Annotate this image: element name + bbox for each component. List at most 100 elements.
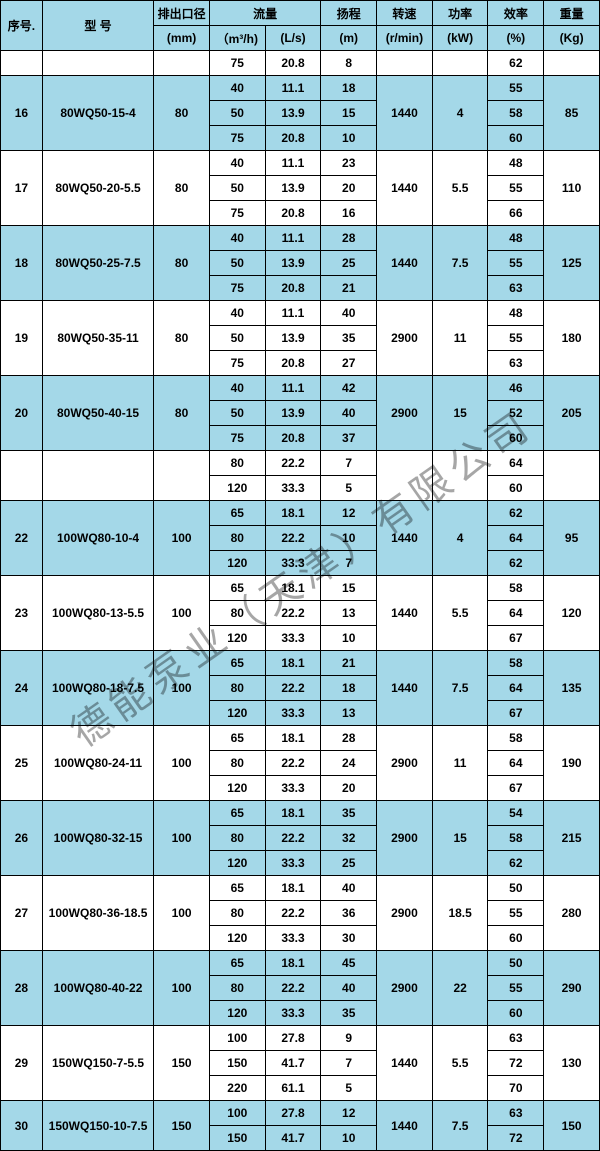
cell-data: 5 (321, 476, 377, 501)
cell-data: 120 (209, 851, 265, 876)
cell-speed: 1440 (377, 1101, 433, 1151)
cell-data: 40 (321, 976, 377, 1001)
cell-data: 18.1 (265, 951, 321, 976)
cell-data: 61.1 (265, 1076, 321, 1101)
cell-data: 42 (321, 376, 377, 401)
th-weight: 重量 (544, 1, 600, 26)
cell-eff: 60 (488, 476, 544, 501)
cell-data: 37 (321, 426, 377, 451)
cell-dia: 80 (154, 151, 210, 226)
cell-data: 13.9 (265, 251, 321, 276)
cell-data: 33.3 (265, 626, 321, 651)
th-power-unit: (kW) (432, 26, 488, 51)
cell-data: 22.2 (265, 451, 321, 476)
cell-model: 150WQ150-10-7.5 (42, 1101, 153, 1151)
cell-weight: 215 (544, 801, 600, 876)
cell-data: 16 (321, 201, 377, 226)
cell-weight: 125 (544, 226, 600, 301)
cell-model: 80WQ50-35-11 (42, 301, 153, 376)
cell-data: 22.2 (265, 676, 321, 701)
cell-data: 12 (321, 1101, 377, 1126)
cell-seq: 26 (1, 801, 43, 876)
th-head-unit: (m) (321, 26, 377, 51)
cell-data: 12 (321, 501, 377, 526)
cell-data: 22.2 (265, 976, 321, 1001)
cell-model: 80WQ50-20-5.5 (42, 151, 153, 226)
cell-data: 33.3 (265, 926, 321, 951)
cell-data: 75 (209, 126, 265, 151)
cell-power: 4 (432, 76, 488, 151)
cell-data: 65 (209, 876, 265, 901)
cell-weight: 150 (544, 1101, 600, 1151)
cell-model: 80WQ50-15-4 (42, 76, 153, 151)
cell-eff: 50 (488, 951, 544, 976)
cell-seq (1, 451, 43, 501)
cell-speed: 2900 (377, 876, 433, 951)
cell-speed (377, 451, 433, 501)
cell-data: 40 (321, 401, 377, 426)
cell-eff: 58 (488, 726, 544, 751)
cell-speed: 2900 (377, 801, 433, 876)
cell-model: 80WQ50-25-7.5 (42, 226, 153, 301)
cell-eff: 55 (488, 176, 544, 201)
cell-eff: 58 (488, 826, 544, 851)
cell-data: 7 (321, 451, 377, 476)
cell-eff: 67 (488, 701, 544, 726)
cell-data: 100 (209, 1026, 265, 1051)
cell-dia: 100 (154, 651, 210, 726)
cell-data: 40 (209, 151, 265, 176)
th-dia: 排出口径 (154, 1, 210, 26)
cell-data: 50 (209, 251, 265, 276)
cell-eff: 67 (488, 776, 544, 801)
cell-data: 40 (209, 76, 265, 101)
cell-data: 7 (321, 1051, 377, 1076)
cell-weight: 130 (544, 1026, 600, 1101)
cell-data: 20.8 (265, 201, 321, 226)
cell-data: 20.8 (265, 351, 321, 376)
table-row: 26100WQ80-32-151006518.13529001554215 (1, 801, 600, 826)
cell-data: 22.2 (265, 826, 321, 851)
cell-data: 120 (209, 701, 265, 726)
table-row: 1680WQ50-15-4804011.118144045585 (1, 76, 600, 101)
cell-power: 5.5 (432, 151, 488, 226)
cell-data: 27.8 (265, 1101, 321, 1126)
cell-data: 13.9 (265, 401, 321, 426)
cell-eff: 66 (488, 201, 544, 226)
cell-data: 80 (209, 751, 265, 776)
cell-eff: 64 (488, 676, 544, 701)
cell-data: 40 (209, 226, 265, 251)
cell-data: 9 (321, 1026, 377, 1051)
cell-weight: 205 (544, 376, 600, 451)
cell-model: 100WQ80-36-18.5 (42, 876, 153, 951)
cell-power: 7.5 (432, 651, 488, 726)
cell-data: 30 (321, 926, 377, 951)
table-row: 1880WQ50-25-7.5804011.12814407.548125 (1, 226, 600, 251)
cell-data: 27 (321, 351, 377, 376)
cell-model: 100WQ80-13-5.5 (42, 576, 153, 651)
cell-data: 65 (209, 726, 265, 751)
cell-weight (544, 51, 600, 76)
cell-power (432, 451, 488, 501)
cell-eff: 60 (488, 126, 544, 151)
cell-eff: 54 (488, 801, 544, 826)
cell-data: 80 (209, 601, 265, 626)
cell-data: 35 (321, 326, 377, 351)
cell-data: 20.8 (265, 51, 321, 76)
table-row: 25100WQ80-24-111006518.12829001158190 (1, 726, 600, 751)
cell-power: 5.5 (432, 576, 488, 651)
cell-weight: 120 (544, 576, 600, 651)
cell-eff: 48 (488, 301, 544, 326)
th-speed-unit: (r/min) (377, 26, 433, 51)
cell-eff: 62 (488, 551, 544, 576)
cell-data: 120 (209, 1001, 265, 1026)
cell-data: 18.1 (265, 726, 321, 751)
cell-data: 10 (321, 626, 377, 651)
cell-data: 18.1 (265, 876, 321, 901)
cell-seq: 18 (1, 226, 43, 301)
cell-data: 18.1 (265, 501, 321, 526)
cell-data: 120 (209, 776, 265, 801)
table-row: 7520.8862 (1, 51, 600, 76)
cell-data: 75 (209, 351, 265, 376)
cell-data: 15 (321, 101, 377, 126)
cell-data: 13 (321, 701, 377, 726)
